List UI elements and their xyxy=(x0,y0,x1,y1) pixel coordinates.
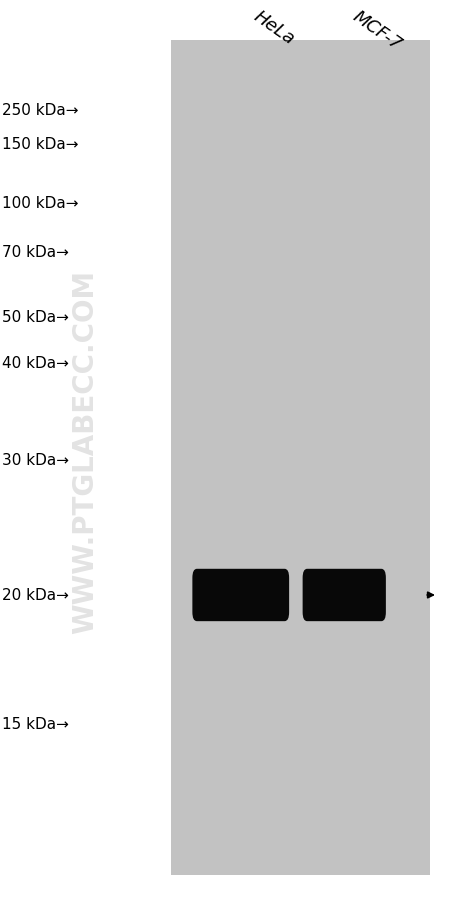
Text: 40 kDa→: 40 kDa→ xyxy=(2,355,69,370)
Bar xyxy=(171,41,430,875)
FancyBboxPatch shape xyxy=(302,569,386,621)
Text: 20 kDa→: 20 kDa→ xyxy=(2,588,69,603)
Text: 50 kDa→: 50 kDa→ xyxy=(2,310,69,325)
Text: 70 kDa→: 70 kDa→ xyxy=(2,245,69,260)
Text: HeLa: HeLa xyxy=(250,8,297,49)
Text: 250 kDa→: 250 kDa→ xyxy=(2,103,79,117)
Text: WWW.PTGLABECC.COM: WWW.PTGLABECC.COM xyxy=(72,269,99,633)
FancyBboxPatch shape xyxy=(193,569,289,621)
Text: MCF-7: MCF-7 xyxy=(349,8,405,54)
Text: 150 kDa→: 150 kDa→ xyxy=(2,137,79,152)
Text: 100 kDa→: 100 kDa→ xyxy=(2,196,79,210)
Text: 30 kDa→: 30 kDa→ xyxy=(2,453,69,467)
Text: 15 kDa→: 15 kDa→ xyxy=(2,716,69,731)
